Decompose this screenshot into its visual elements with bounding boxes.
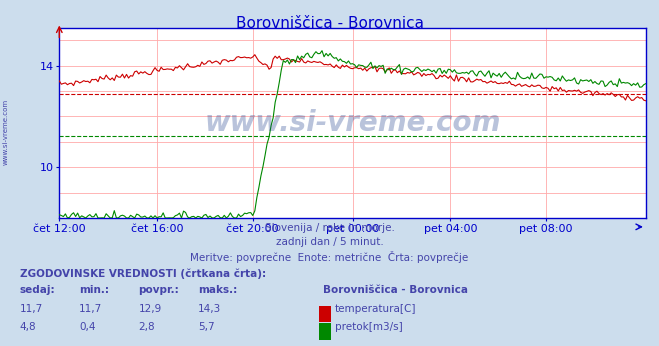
Text: 2,8: 2,8 — [138, 322, 155, 333]
Text: Slovenija / reke in morje.: Slovenija / reke in morje. — [264, 223, 395, 233]
Text: 11,7: 11,7 — [79, 304, 102, 315]
Text: zadnji dan / 5 minut.: zadnji dan / 5 minut. — [275, 237, 384, 247]
Text: povpr.:: povpr.: — [138, 285, 179, 295]
Text: Borovniščica - Borovnica: Borovniščica - Borovnica — [235, 16, 424, 30]
Text: www.si-vreme.com: www.si-vreme.com — [2, 98, 9, 165]
Text: Meritve: povprečne  Enote: metrične  Črta: povprečje: Meritve: povprečne Enote: metrične Črta:… — [190, 251, 469, 263]
Text: www.si-vreme.com: www.si-vreme.com — [204, 109, 501, 137]
Text: Borovniščica - Borovnica: Borovniščica - Borovnica — [323, 285, 468, 295]
Text: 4,8: 4,8 — [20, 322, 36, 333]
Text: sedaj:: sedaj: — [20, 285, 55, 295]
Text: ZGODOVINSKE VREDNOSTI (črtkana črta):: ZGODOVINSKE VREDNOSTI (črtkana črta): — [20, 268, 266, 279]
Text: 12,9: 12,9 — [138, 304, 161, 315]
Text: temperatura[C]: temperatura[C] — [335, 304, 416, 315]
Text: pretok[m3/s]: pretok[m3/s] — [335, 322, 403, 333]
Text: 5,7: 5,7 — [198, 322, 214, 333]
Text: 14,3: 14,3 — [198, 304, 221, 315]
Text: 0,4: 0,4 — [79, 322, 96, 333]
Text: maks.:: maks.: — [198, 285, 237, 295]
Text: min.:: min.: — [79, 285, 109, 295]
Text: 11,7: 11,7 — [20, 304, 43, 315]
